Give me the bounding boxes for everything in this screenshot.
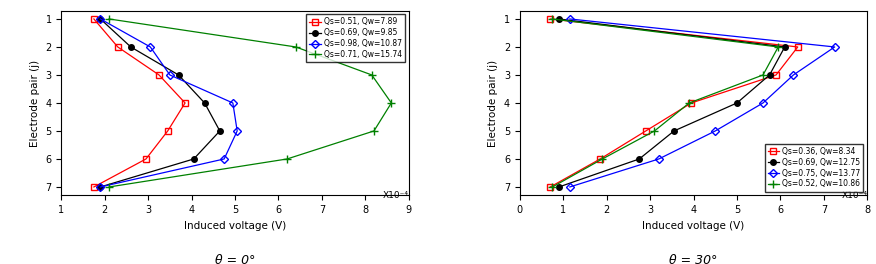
Qs=0.69, Qw=12.75 [634,157,645,161]
Qs=0.36, Qw=8.34 [640,129,651,133]
Qs=0.69, Qw=9.85 [95,185,106,188]
Qs=0.69, Qw=9.85 [95,17,106,21]
Line: Qs=0.69, Qw=9.85: Qs=0.69, Qw=9.85 [97,16,223,190]
Qs=0.98, Qw=10.87 [95,17,106,21]
Qs=0.75, Qw=13.77 [564,185,575,188]
Line: Qs=0.75, Qw=13.77: Qs=0.75, Qw=13.77 [567,16,837,190]
Qs=0.69, Qw=12.75 [780,45,790,49]
Legend: Qs=0.51, Qw=7.89, Qs=0.69, Qw=9.85, Qs=0.98, Qw=10.87, Qs=0.71, Qw=15.74: Qs=0.51, Qw=7.89, Qs=0.69, Qw=9.85, Qs=0… [306,14,405,62]
Line: Qs=0.98, Qw=10.87: Qs=0.98, Qw=10.87 [97,16,240,190]
Qs=0.98, Qw=10.87 [228,101,238,105]
Qs=0.36, Qw=8.34 [686,101,696,105]
Qs=0.36, Qw=8.34 [771,73,781,77]
Text: a: a [26,0,35,3]
Line: Qs=0.52, Qw=10.86: Qs=0.52, Qw=10.86 [548,15,782,191]
Qs=0.71, Qw=15.74 [386,101,397,105]
Qs=0.71, Qw=15.74 [104,17,115,21]
Qs=0.75, Qw=13.77 [830,45,840,49]
X-axis label: Induced voltage (V): Induced voltage (V) [184,221,286,231]
Line: Qs=0.51, Qw=7.89: Qs=0.51, Qw=7.89 [91,16,187,190]
Qs=0.36, Qw=8.34 [793,45,803,49]
Y-axis label: Electrode pair (j): Electrode pair (j) [488,59,498,147]
Text: X10⁻⁴: X10⁻⁴ [383,191,409,200]
Qs=0.98, Qw=10.87 [145,45,156,49]
Text: θ = 0°: θ = 0° [215,254,255,264]
Line: Qs=0.36, Qw=8.34: Qs=0.36, Qw=8.34 [548,16,801,190]
Qs=0.69, Qw=9.85 [173,73,184,77]
Qs=0.36, Qw=8.34 [545,185,555,188]
Qs=0.36, Qw=8.34 [595,157,605,161]
Legend: Qs=0.36, Qw=8.34, Qs=0.69, Qw=12.75, Qs=0.75, Qw=13.77, Qs=0.52, Qw=10.86: Qs=0.36, Qw=8.34, Qs=0.69, Qw=12.75, Qs=… [765,144,864,192]
Qs=0.52, Qw=10.86 [597,157,608,161]
Qs=0.75, Qw=13.77 [564,17,575,21]
Qs=0.75, Qw=13.77 [653,157,664,161]
Text: θ = 30°: θ = 30° [669,254,717,264]
Qs=0.52, Qw=10.86 [548,17,558,21]
Y-axis label: Electrode pair (j): Electrode pair (j) [30,59,39,147]
Qs=0.75, Qw=13.77 [758,101,768,105]
Qs=0.75, Qw=13.77 [710,129,721,133]
Text: b: b [485,0,494,3]
Qs=0.71, Qw=15.74 [291,45,301,49]
Qs=0.71, Qw=15.74 [104,185,115,188]
Qs=0.75, Qw=13.77 [788,73,799,77]
Qs=0.98, Qw=10.87 [95,185,106,188]
Qs=0.98, Qw=10.87 [219,157,230,161]
Qs=0.69, Qw=12.75 [554,185,564,188]
Qs=0.52, Qw=10.86 [649,129,660,133]
Line: Qs=0.69, Qw=12.75: Qs=0.69, Qw=12.75 [556,16,788,190]
Qs=0.69, Qw=12.75 [731,101,742,105]
Qs=0.51, Qw=7.89 [180,101,190,105]
Qs=0.51, Qw=7.89 [112,45,123,49]
Qs=0.69, Qw=12.75 [764,73,774,77]
Qs=0.69, Qw=9.85 [188,157,199,161]
Qs=0.51, Qw=7.89 [162,129,173,133]
Qs=0.71, Qw=15.74 [282,157,293,161]
Qs=0.69, Qw=12.75 [668,129,679,133]
Qs=0.51, Qw=7.89 [88,17,99,21]
Qs=0.51, Qw=7.89 [141,157,152,161]
Qs=0.52, Qw=10.86 [773,45,783,49]
Qs=0.52, Qw=10.86 [548,185,558,188]
Qs=0.51, Qw=7.89 [154,73,165,77]
Qs=0.69, Qw=9.85 [215,129,225,133]
Line: Qs=0.71, Qw=15.74: Qs=0.71, Qw=15.74 [105,15,395,191]
Qs=0.71, Qw=15.74 [366,73,377,77]
Qs=0.69, Qw=12.75 [554,17,564,21]
Qs=0.52, Qw=10.86 [684,101,695,105]
Qs=0.52, Qw=10.86 [758,73,768,77]
Qs=0.51, Qw=7.89 [88,185,99,188]
Qs=0.69, Qw=9.85 [125,45,136,49]
Qs=0.98, Qw=10.87 [165,73,175,77]
Qs=0.69, Qw=9.85 [200,101,210,105]
Qs=0.36, Qw=8.34 [545,17,555,21]
Text: X10⁻⁴: X10⁻⁴ [841,191,867,200]
X-axis label: Induced voltage (V): Induced voltage (V) [642,221,745,231]
Qs=0.98, Qw=10.87 [232,129,243,133]
Qs=0.71, Qw=15.74 [369,129,379,133]
